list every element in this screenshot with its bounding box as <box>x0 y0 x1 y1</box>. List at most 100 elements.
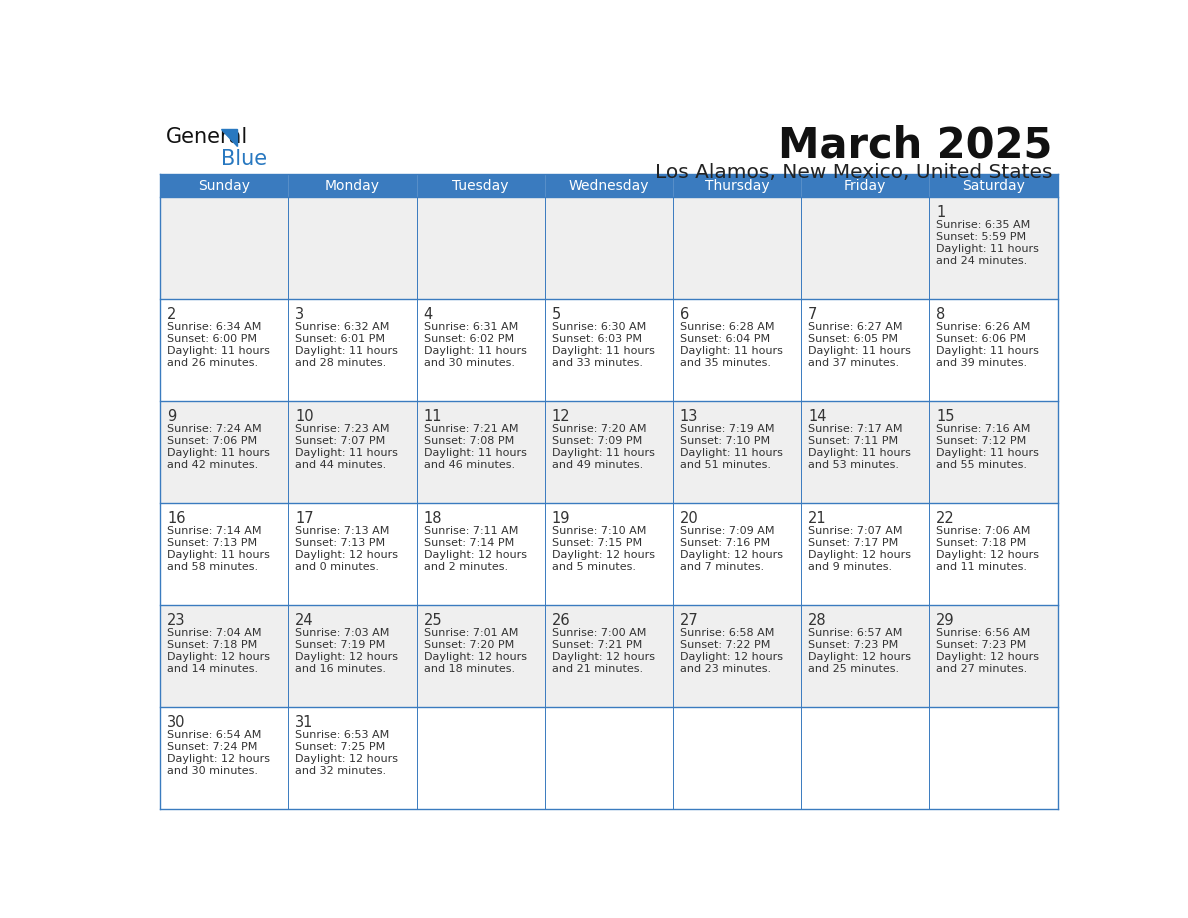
Text: and 18 minutes.: and 18 minutes. <box>423 665 514 674</box>
Text: Daylight: 12 hours: Daylight: 12 hours <box>296 653 398 662</box>
Text: General: General <box>165 127 248 147</box>
Text: 31: 31 <box>296 715 314 730</box>
Text: 19: 19 <box>551 511 570 526</box>
Text: Sunrise: 6:32 AM: Sunrise: 6:32 AM <box>296 322 390 332</box>
Text: Sunrise: 7:20 AM: Sunrise: 7:20 AM <box>551 424 646 434</box>
Text: 9: 9 <box>168 409 176 424</box>
Text: and 14 minutes.: and 14 minutes. <box>168 665 258 674</box>
Text: Daylight: 11 hours: Daylight: 11 hours <box>808 448 911 458</box>
Text: Daylight: 12 hours: Daylight: 12 hours <box>423 550 526 560</box>
Text: Sunrise: 7:21 AM: Sunrise: 7:21 AM <box>423 424 518 434</box>
Text: Sunset: 7:13 PM: Sunset: 7:13 PM <box>168 538 258 548</box>
Text: and 2 minutes.: and 2 minutes. <box>423 562 507 572</box>
Text: Sunset: 7:07 PM: Sunset: 7:07 PM <box>296 436 386 446</box>
Text: Sunset: 7:22 PM: Sunset: 7:22 PM <box>680 641 770 650</box>
Text: and 37 minutes.: and 37 minutes. <box>808 358 899 368</box>
Text: 30: 30 <box>168 715 185 730</box>
Text: Sunset: 7:18 PM: Sunset: 7:18 PM <box>936 538 1026 548</box>
Text: Daylight: 12 hours: Daylight: 12 hours <box>680 550 783 560</box>
Text: Sunday: Sunday <box>198 179 251 193</box>
Text: Daylight: 11 hours: Daylight: 11 hours <box>423 448 526 458</box>
Text: and 49 minutes.: and 49 minutes. <box>551 460 643 470</box>
Text: and 0 minutes.: and 0 minutes. <box>296 562 379 572</box>
Text: Daylight: 11 hours: Daylight: 11 hours <box>551 448 655 458</box>
Text: 26: 26 <box>551 613 570 628</box>
Text: 6: 6 <box>680 307 689 322</box>
Text: Sunset: 7:17 PM: Sunset: 7:17 PM <box>808 538 898 548</box>
Text: and 11 minutes.: and 11 minutes. <box>936 562 1028 572</box>
Text: Daylight: 12 hours: Daylight: 12 hours <box>423 653 526 662</box>
Text: and 53 minutes.: and 53 minutes. <box>808 460 899 470</box>
Text: Sunrise: 6:56 AM: Sunrise: 6:56 AM <box>936 628 1031 638</box>
Text: Daylight: 11 hours: Daylight: 11 hours <box>936 346 1040 356</box>
Text: 22: 22 <box>936 511 955 526</box>
Text: and 9 minutes.: and 9 minutes. <box>808 562 892 572</box>
Text: Sunset: 5:59 PM: Sunset: 5:59 PM <box>936 232 1026 242</box>
Text: Sunrise: 6:30 AM: Sunrise: 6:30 AM <box>551 322 646 332</box>
Bar <box>160 197 1057 299</box>
Text: 11: 11 <box>423 409 442 424</box>
Text: Sunrise: 7:03 AM: Sunrise: 7:03 AM <box>296 628 390 638</box>
Text: Sunrise: 7:10 AM: Sunrise: 7:10 AM <box>551 526 646 536</box>
Text: 2: 2 <box>168 307 177 322</box>
Text: and 5 minutes.: and 5 minutes. <box>551 562 636 572</box>
Text: Sunset: 6:03 PM: Sunset: 6:03 PM <box>551 334 642 344</box>
Text: Daylight: 11 hours: Daylight: 11 hours <box>423 346 526 356</box>
Text: Sunrise: 7:14 AM: Sunrise: 7:14 AM <box>168 526 261 536</box>
Text: and 26 minutes.: and 26 minutes. <box>168 358 258 368</box>
Text: 16: 16 <box>168 511 185 526</box>
Text: and 33 minutes.: and 33 minutes. <box>551 358 643 368</box>
Text: Daylight: 11 hours: Daylight: 11 hours <box>168 448 270 458</box>
Text: and 51 minutes.: and 51 minutes. <box>680 460 771 470</box>
Text: 21: 21 <box>808 511 827 526</box>
Text: Sunrise: 7:16 AM: Sunrise: 7:16 AM <box>936 424 1031 434</box>
Text: Sunrise: 6:27 AM: Sunrise: 6:27 AM <box>808 322 903 332</box>
Text: 28: 28 <box>808 613 827 628</box>
Text: Sunset: 7:24 PM: Sunset: 7:24 PM <box>168 743 258 753</box>
Text: Monday: Monday <box>326 179 380 193</box>
Bar <box>801 174 929 197</box>
Text: 25: 25 <box>423 613 442 628</box>
Bar <box>545 174 672 197</box>
Text: 1: 1 <box>936 205 946 220</box>
Text: Daylight: 11 hours: Daylight: 11 hours <box>936 244 1040 254</box>
Text: Sunrise: 7:13 AM: Sunrise: 7:13 AM <box>296 526 390 536</box>
Text: Sunrise: 6:53 AM: Sunrise: 6:53 AM <box>296 731 390 741</box>
Text: Sunrise: 7:06 AM: Sunrise: 7:06 AM <box>936 526 1031 536</box>
Text: and 55 minutes.: and 55 minutes. <box>936 460 1028 470</box>
Text: Sunrise: 7:07 AM: Sunrise: 7:07 AM <box>808 526 903 536</box>
Text: and 30 minutes.: and 30 minutes. <box>423 358 514 368</box>
Text: Daylight: 12 hours: Daylight: 12 hours <box>936 550 1040 560</box>
Text: Sunset: 7:13 PM: Sunset: 7:13 PM <box>296 538 385 548</box>
Bar <box>160 174 289 197</box>
Text: Daylight: 11 hours: Daylight: 11 hours <box>296 448 398 458</box>
Text: Daylight: 12 hours: Daylight: 12 hours <box>808 653 911 662</box>
Text: Daylight: 12 hours: Daylight: 12 hours <box>168 653 270 662</box>
Text: Sunset: 7:23 PM: Sunset: 7:23 PM <box>808 641 898 650</box>
Text: Sunset: 7:10 PM: Sunset: 7:10 PM <box>680 436 770 446</box>
Text: Sunrise: 7:23 AM: Sunrise: 7:23 AM <box>296 424 390 434</box>
Text: 27: 27 <box>680 613 699 628</box>
Text: and 21 minutes.: and 21 minutes. <box>551 665 643 674</box>
Text: Sunrise: 6:58 AM: Sunrise: 6:58 AM <box>680 628 775 638</box>
Text: Sunset: 7:18 PM: Sunset: 7:18 PM <box>168 641 258 650</box>
Text: Sunset: 7:09 PM: Sunset: 7:09 PM <box>551 436 642 446</box>
Text: 29: 29 <box>936 613 955 628</box>
Text: and 23 minutes.: and 23 minutes. <box>680 665 771 674</box>
Bar <box>929 174 1057 197</box>
Text: 14: 14 <box>808 409 827 424</box>
Text: 3: 3 <box>296 307 304 322</box>
Text: Friday: Friday <box>845 179 886 193</box>
Text: Sunset: 7:19 PM: Sunset: 7:19 PM <box>296 641 386 650</box>
Text: Sunset: 7:08 PM: Sunset: 7:08 PM <box>423 436 513 446</box>
Text: Sunset: 7:23 PM: Sunset: 7:23 PM <box>936 641 1026 650</box>
Text: and 7 minutes.: and 7 minutes. <box>680 562 764 572</box>
Text: Daylight: 12 hours: Daylight: 12 hours <box>551 653 655 662</box>
Text: Sunrise: 7:09 AM: Sunrise: 7:09 AM <box>680 526 775 536</box>
Text: 13: 13 <box>680 409 699 424</box>
Text: Sunrise: 7:17 AM: Sunrise: 7:17 AM <box>808 424 903 434</box>
Text: Sunset: 7:12 PM: Sunset: 7:12 PM <box>936 436 1026 446</box>
Text: Sunset: 7:14 PM: Sunset: 7:14 PM <box>423 538 513 548</box>
Text: Sunset: 6:01 PM: Sunset: 6:01 PM <box>296 334 385 344</box>
Bar <box>417 174 545 197</box>
